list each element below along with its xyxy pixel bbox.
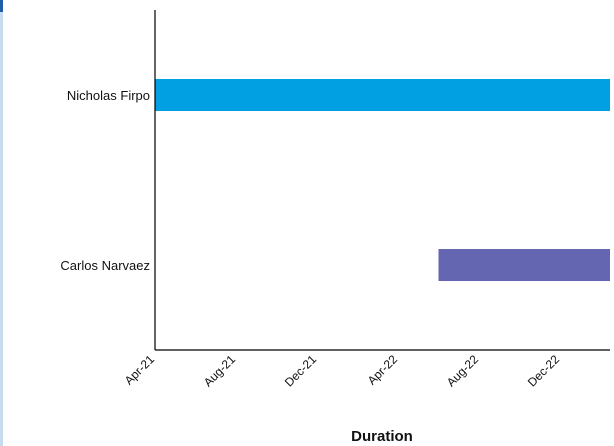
bars-layer [155, 79, 610, 281]
x-tick-label: Aug-21 [201, 352, 238, 389]
x-axis-ticks: Apr-21 Aug-21 Dec-21 Apr-22 Aug-22 Dec-22 [122, 352, 563, 389]
category-label: Nicholas Firpo [67, 88, 150, 103]
x-tick-label: Aug-22 [444, 352, 481, 389]
window-edge [0, 0, 3, 446]
bar-carlos-narvaez [438, 249, 610, 281]
category-labels: Nicholas Firpo Carlos Narvaez [60, 88, 150, 273]
x-axis-title: Duration [351, 428, 413, 445]
category-label: Carlos Narvaez [60, 258, 150, 273]
x-tick-label: Dec-21 [282, 352, 319, 389]
x-tick-label: Apr-22 [365, 352, 401, 388]
x-tick-label: Dec-22 [525, 352, 562, 389]
bar-nicholas-firpo [155, 79, 610, 111]
x-tick-label: Apr-21 [122, 352, 158, 388]
window-corner-accent [0, 0, 3, 12]
